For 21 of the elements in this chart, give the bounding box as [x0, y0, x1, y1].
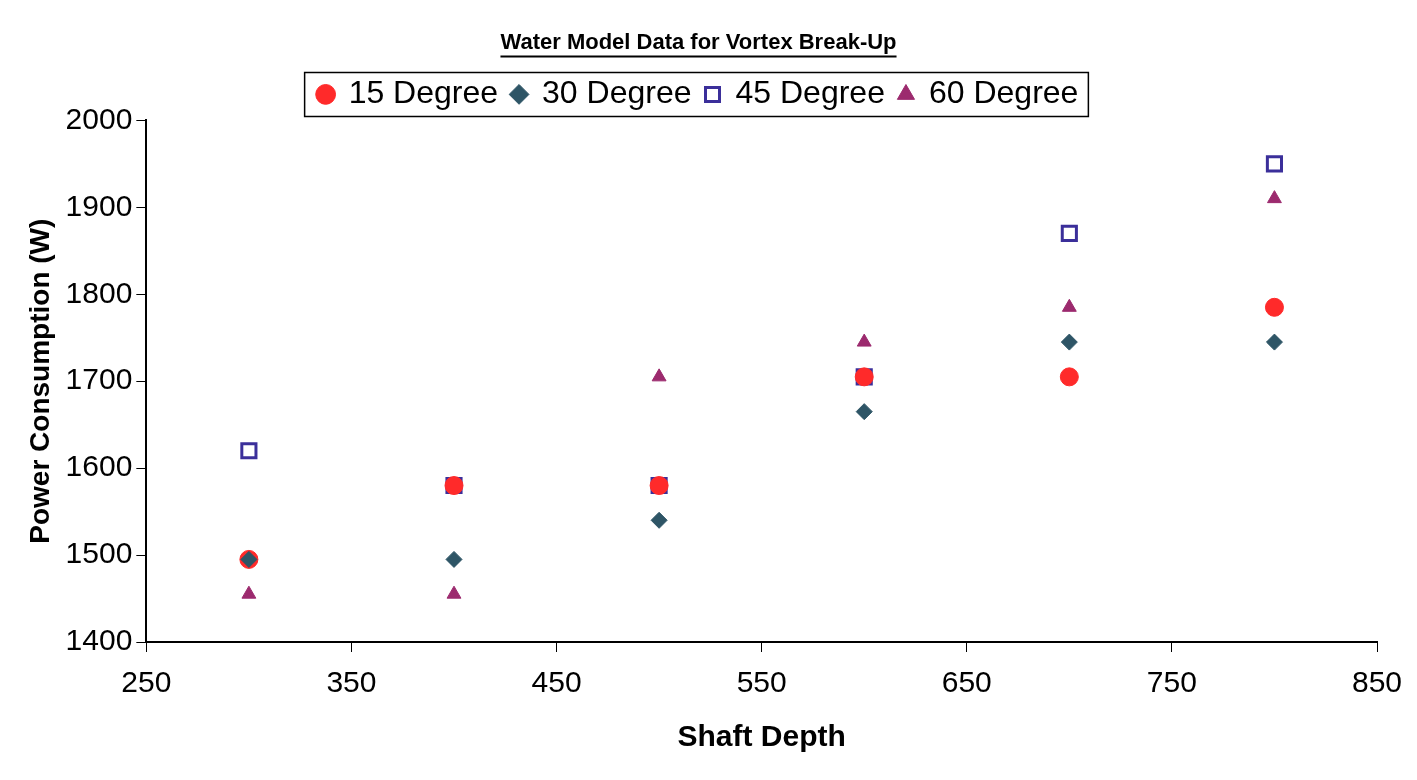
y-tick-label: 2000	[65, 101, 133, 135]
y-tick-label: 1800	[65, 275, 133, 309]
legend-label: 15 Degree	[348, 74, 499, 111]
y-tick-label: 1500	[65, 536, 133, 570]
x-tick-label: 750	[1146, 665, 1197, 699]
y-tick-label: 1400	[65, 623, 133, 657]
x-tick-label: 850	[1351, 665, 1403, 699]
legend-label: 45 Degree	[735, 74, 885, 111]
y-tick-label: 1600	[65, 449, 133, 483]
legend-label: 60 Degree	[928, 74, 1079, 111]
x-tick-label: 650	[941, 665, 992, 699]
chart-title: Water Model Data for Vortex Break-Up	[500, 29, 897, 55]
y-axis-title: Power Consumption (W)	[23, 218, 55, 544]
x-tick-label: 250	[121, 665, 172, 699]
x-tick-label: 450	[531, 665, 582, 699]
y-tick-label: 1700	[65, 362, 133, 396]
x-tick-label: 550	[736, 665, 787, 699]
x-tick-label: 350	[326, 665, 377, 699]
y-tick-label: 1900	[65, 188, 133, 222]
x-axis-title: Shaft Depth	[677, 719, 846, 753]
legend-label: 30 Degree	[542, 74, 692, 111]
